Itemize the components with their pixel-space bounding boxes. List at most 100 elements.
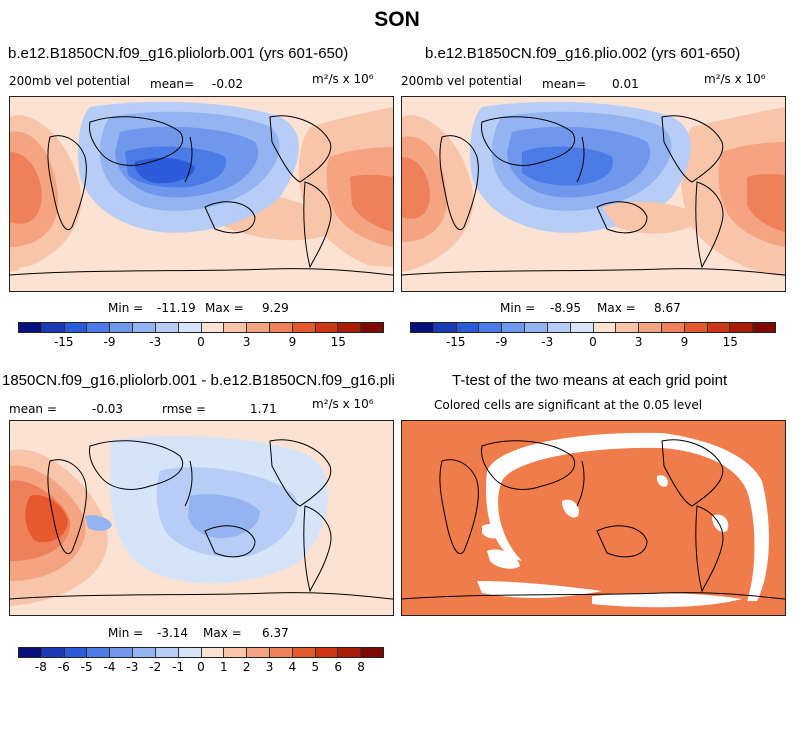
bottom-left-colorbar [18,647,384,658]
bottom-left-map-field [10,421,393,615]
top-left-min-label: Min = [108,301,144,315]
colorbar-box [155,648,179,657]
top-right-mean-label: mean= [542,77,587,91]
colorbar-box [315,648,339,657]
colorbar-box [201,648,225,657]
top-left-colorbar-ticks: -15 -9 -3 0 3 9 15 [18,335,384,351]
colorbar-box [292,648,316,657]
colorbar-box [133,323,156,332]
top-right-variable-label: 200mb vel potential [401,74,523,88]
bottom-right-map [401,420,786,616]
colorbar-box [661,323,685,332]
bottom-left-max-value: 6.37 [262,626,289,640]
colorbar-box [247,648,270,657]
colorbar-box [224,323,248,332]
colorbar-box [338,648,362,657]
top-left-map-field [10,97,393,291]
colorbar-box [730,323,754,332]
colorbar-tick-label: -8 [34,660,47,674]
top-left-colorbar [18,322,384,333]
colorbar-tick-label: 6 [334,660,343,674]
colorbar-box [361,648,383,657]
top-left-map [9,96,394,292]
colorbar-box [87,648,111,657]
colorbar-box [155,323,179,332]
colorbar-tick-label: 8 [357,660,365,674]
colorbar-box [525,323,548,332]
top-right-max-value: 8.67 [654,301,681,315]
colorbar-tick-label: 4 [288,660,297,674]
colorbar-box [41,323,65,332]
bottom-left-map [9,420,394,616]
top-right-units: m²/s x 10⁶ [704,72,766,86]
colorbar-tick-label: -4 [103,660,116,674]
colorbar-box [269,648,293,657]
colorbar-box [201,323,225,332]
colorbar-box [133,648,156,657]
colorbar-tick-label: -1 [172,660,185,674]
colorbar-tick-label: 15 [330,335,346,349]
colorbar-box [479,323,503,332]
top-left-min-value: -11.19 [157,301,196,315]
top-left-mean-label: mean= [150,77,195,91]
colorbar-box [753,323,775,332]
top-right-max-label: Max = [597,301,636,315]
colorbar-tick-label: 0 [197,660,205,674]
bottom-left-min-label: Min = [108,626,144,640]
top-right-colorbar [410,322,776,333]
colorbar-box [707,323,731,332]
bottom-left-mean-label: mean = [9,402,57,416]
top-right-map [401,96,786,292]
colorbar-box [593,323,617,332]
colorbar-tick-label: -2 [149,660,162,674]
colorbar-tick-label: -5 [80,660,93,674]
colorbar-box [361,323,383,332]
top-left-panel-title: b.e12.B1850CN.f09_g16.pliolorb.001 (yrs … [8,45,349,62]
colorbar-box [247,323,270,332]
top-left-variable-label: 200mb vel potential [9,74,131,88]
top-right-mean-value: 0.01 [612,77,639,91]
colorbar-tick-label: 5 [311,660,320,674]
bottom-left-rmse-label: rmse = [162,402,206,416]
colorbar-box [269,323,293,332]
colorbar-box [64,648,88,657]
colorbar-box [547,323,571,332]
colorbar-tick-label: 2 [242,660,251,674]
bottom-right-subtitle: Colored cells are significant at the 0.0… [434,398,703,412]
top-right-colorbar-ticks: -15 -9 -3 0 3 9 15 [410,335,776,351]
colorbar-box [87,323,111,332]
colorbar-box [456,323,480,332]
top-right-min-label: Min = [500,301,536,315]
figure-title: SON [374,8,420,31]
bottom-right-panel-title: T-test of the two means at each grid poi… [452,372,728,389]
colorbar-tick-label: 9 [288,335,297,349]
colorbar-box [616,323,640,332]
bottom-left-mean-value: -0.03 [92,402,124,416]
bottom-left-colorbar-ticks: -8 -6 -5 -4 -3 -2 -1 0 1 2 3 4 5 6 8 [18,660,384,676]
bottom-left-min-value: -3.14 [157,626,189,640]
colorbar-box [338,323,362,332]
colorbar-tick-label: -3 [126,660,139,674]
colorbar-tick-label: 3 [634,335,643,349]
colorbar-box [19,323,42,332]
colorbar-tick-label: -3 [541,335,554,349]
colorbar-tick-label: 3 [265,660,274,674]
colorbar-box [570,323,594,332]
bottom-left-units: m²/s x 10⁶ [312,397,374,411]
colorbar-box [411,323,434,332]
colorbar-tick-label: 15 [722,335,738,349]
colorbar-box [684,323,708,332]
colorbar-tick-label: 3 [242,335,251,349]
bottom-left-rmse-value: 1.71 [250,402,277,416]
colorbar-tick-label: 1 [220,660,228,674]
colorbar-box [110,648,134,657]
colorbar-box [64,323,88,332]
bottom-left-max-label: Max = [203,626,242,640]
top-left-max-value: 9.29 [262,301,289,315]
colorbar-box [315,323,339,332]
colorbar-box [19,648,42,657]
top-right-panel-title: b.e12.B1850CN.f09_g16.plio.002 (yrs 601-… [425,45,741,62]
colorbar-tick-label: 9 [680,335,689,349]
colorbar-tick-label: -15 [53,335,74,349]
colorbar-box [178,323,202,332]
